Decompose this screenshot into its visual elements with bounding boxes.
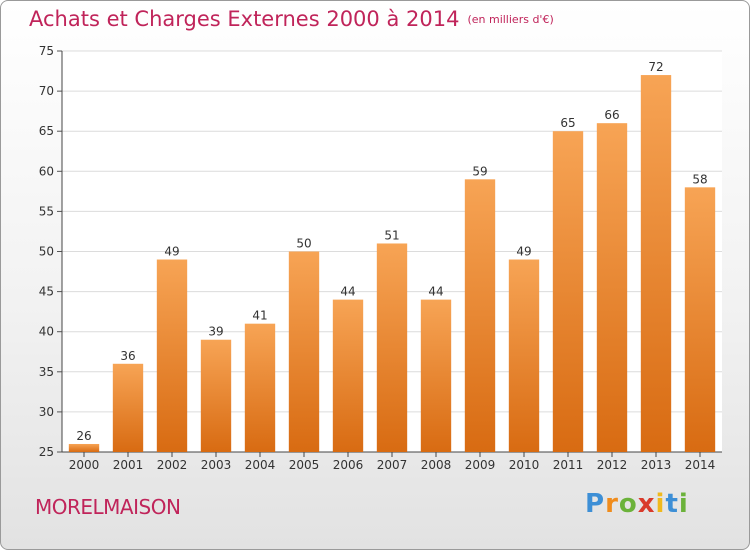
data-label: 50 [296, 237, 311, 251]
y-tick-label: 25 [39, 445, 54, 459]
title-text: Achats et Charges Externes 2000 à 2014 [29, 7, 460, 31]
x-tick-label: 2003 [201, 458, 232, 472]
title-unit: (en milliers d'€) [467, 13, 554, 26]
data-label: 39 [208, 325, 223, 339]
x-tick-label: 2006 [333, 458, 364, 472]
commune-name: MORELMAISON [35, 495, 181, 519]
x-tick-label: 2005 [289, 458, 320, 472]
y-tick-label: 55 [39, 204, 54, 218]
data-label: 26 [76, 429, 91, 443]
data-label: 51 [384, 228, 399, 242]
bar [376, 243, 408, 452]
data-label: 44 [340, 285, 355, 299]
data-label: 44 [428, 285, 443, 299]
x-tick-label: 2013 [641, 458, 672, 472]
logo-letter: t [665, 489, 679, 519]
bar [420, 299, 452, 452]
data-label: 65 [560, 116, 575, 130]
x-tick-label: 2007 [377, 458, 408, 472]
y-tick-label: 65 [39, 124, 54, 138]
y-tick-label: 45 [39, 285, 54, 299]
chart-title: Achats et Charges Externes 2000 à 2014 (e… [29, 7, 554, 31]
bar [640, 75, 672, 452]
x-tick-label: 2002 [157, 458, 188, 472]
bar [332, 299, 364, 452]
bar [464, 179, 496, 452]
x-tick-label: 2008 [421, 458, 452, 472]
y-tick-label: 50 [39, 245, 54, 259]
data-label: 49 [516, 245, 531, 259]
y-tick-label: 35 [39, 365, 54, 379]
x-tick-label: 2010 [509, 458, 540, 472]
bar [508, 259, 540, 452]
bar [112, 363, 144, 452]
y-tick-label: 70 [39, 84, 54, 98]
x-tick-label: 2009 [465, 458, 496, 472]
bar [684, 187, 716, 452]
logo-letter: x [637, 489, 656, 519]
logo-letter: P [585, 489, 606, 519]
bar [68, 443, 100, 452]
data-label: 59 [472, 164, 487, 178]
x-tick-label: 2004 [245, 458, 276, 472]
bar [156, 259, 188, 452]
proxiti-logo: Proxiti [585, 489, 689, 519]
data-label: 36 [120, 349, 135, 363]
data-label: 58 [692, 172, 707, 186]
logo-letter: o [618, 489, 638, 519]
x-tick-label: 2001 [113, 458, 144, 472]
y-tick-label: 40 [39, 325, 54, 339]
y-tick-label: 60 [39, 164, 54, 178]
x-tick-label: 2011 [553, 458, 584, 472]
logo-letter: i [655, 489, 666, 519]
logo-letter: i [678, 489, 689, 519]
y-tick-label: 30 [39, 405, 54, 419]
bar [288, 251, 320, 452]
bar [596, 123, 628, 453]
x-tick-label: 2014 [685, 458, 716, 472]
data-label: 41 [252, 309, 267, 323]
bar [200, 339, 232, 452]
bar [244, 323, 276, 452]
data-label: 49 [164, 245, 179, 259]
data-label: 66 [604, 108, 619, 122]
x-tick-label: 2012 [597, 458, 628, 472]
data-label: 72 [648, 60, 663, 74]
x-tick-label: 2000 [69, 458, 100, 472]
logo-letter: r [605, 489, 619, 519]
bar [552, 131, 584, 452]
y-tick-label: 75 [39, 44, 54, 58]
